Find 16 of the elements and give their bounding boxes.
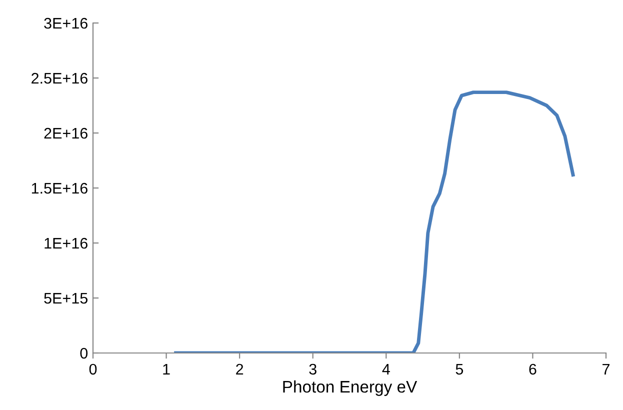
x-tick-label: 0 <box>89 364 97 375</box>
x-tick-label: 3 <box>309 364 316 375</box>
y-tick-label: 1.5E+16 <box>32 182 88 194</box>
x-tick-label: 6 <box>529 364 536 375</box>
x-tick-label: 7 <box>602 364 610 374</box>
x-tick-label: 4 <box>382 364 390 374</box>
x-axis-title: Photon Energy eV <box>283 380 418 396</box>
y-tick-label: 2E+16 <box>44 128 88 139</box>
x-tick-label: 2 <box>236 364 244 374</box>
y-tick-label: 0 <box>80 348 88 359</box>
y-tick-label: 3E+16 <box>44 18 88 29</box>
y-tick-label: 1E+16 <box>44 238 88 249</box>
y-tick-label: 5E+15 <box>44 293 88 304</box>
x-tick-label: 1 <box>163 364 170 374</box>
x-tick-label: 5 <box>456 364 464 375</box>
y-tick-label: 2.5E+16 <box>32 72 88 84</box>
